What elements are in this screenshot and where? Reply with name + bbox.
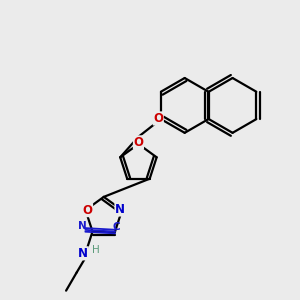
Text: O: O: [134, 136, 143, 149]
Text: C: C: [113, 222, 121, 232]
Text: N: N: [78, 220, 87, 231]
Text: O: O: [82, 204, 92, 217]
Text: O: O: [153, 112, 163, 125]
Text: H: H: [92, 245, 100, 255]
Text: N: N: [78, 247, 88, 260]
Text: N: N: [115, 203, 125, 216]
